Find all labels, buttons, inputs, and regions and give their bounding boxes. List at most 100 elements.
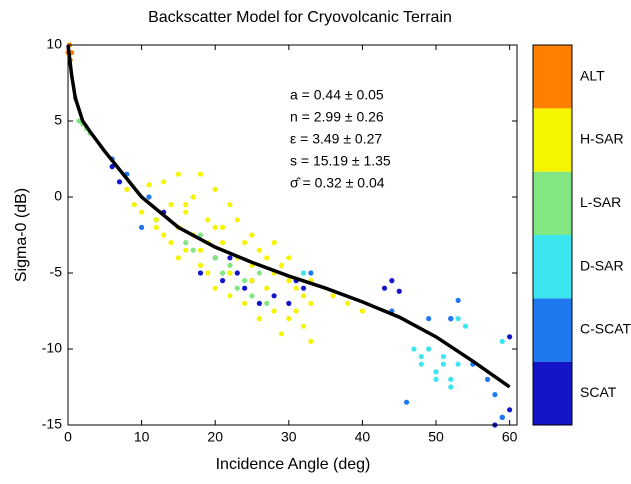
colorbar-segment: [533, 171, 572, 235]
data-point: [418, 354, 424, 360]
data-point: [381, 285, 388, 291]
data-point: [175, 171, 182, 177]
data-point: [197, 247, 204, 253]
y-tick-label: 10: [46, 36, 62, 52]
colorbar-segment: [533, 45, 572, 109]
data-point: [448, 384, 454, 390]
colorbar-segment: [533, 361, 572, 425]
data-point: [146, 194, 152, 200]
data-point: [300, 285, 307, 291]
data-point: [197, 232, 204, 238]
data-point: [153, 224, 159, 230]
data-point: [345, 300, 351, 306]
x-tick-label: 30: [281, 429, 297, 445]
data-point: [286, 300, 292, 306]
data-point: [418, 361, 424, 367]
data-point: [448, 376, 454, 382]
x-axis-label: Incidence Angle (deg): [216, 456, 371, 473]
data-point: [131, 202, 137, 208]
data-point: [499, 414, 505, 420]
data-point: [286, 316, 292, 322]
data-point: [271, 308, 277, 314]
legend-label: H-SAR: [580, 131, 624, 147]
data-point: [389, 278, 395, 284]
data-point: [300, 293, 307, 299]
data-point: [124, 186, 130, 192]
data-point: [286, 255, 292, 261]
data-point: [197, 171, 204, 177]
data-point: [426, 316, 432, 322]
legend-label: L-SAR: [580, 194, 621, 210]
legend-label: C-SCAT: [580, 321, 631, 337]
data-point: [109, 164, 115, 170]
colorbar-segment: [533, 235, 572, 299]
data-point: [492, 392, 498, 398]
data-point: [359, 308, 366, 314]
x-tick-label: 50: [428, 429, 444, 445]
data-point: [278, 331, 285, 337]
data-point: [139, 209, 145, 215]
fit-line: [66, 44, 511, 389]
y-tick-label: 5: [54, 112, 62, 128]
data-point: [190, 194, 196, 200]
annotation: n = 2.99 ± 0.26: [290, 109, 384, 125]
data-point: [139, 224, 145, 230]
data-point: [227, 202, 233, 208]
data-point: [183, 202, 189, 208]
data-point: [440, 354, 446, 360]
legend-label: ALT: [580, 67, 605, 83]
data-point: [440, 361, 446, 367]
data-point: [161, 232, 167, 238]
annotation: σ̂ = 0.32 ± 0.04: [290, 175, 385, 191]
data-point: [271, 240, 277, 246]
annotation: a = 0.44 ± 0.05: [290, 87, 384, 103]
data-point: [256, 247, 262, 253]
y-tick-label: -10: [42, 340, 62, 356]
data-point: [168, 240, 174, 246]
data-point: [116, 179, 123, 185]
colorbar-segment: [533, 108, 572, 172]
chart-title: Backscatter Model for Cryovolcanic Terra…: [148, 9, 452, 26]
data-point: [462, 323, 469, 329]
data-point: [308, 338, 314, 344]
data-point: [153, 217, 159, 223]
data-point: [300, 323, 307, 329]
data-point: [455, 297, 461, 303]
legend-label: D-SAR: [580, 257, 624, 273]
data-point: [197, 270, 204, 276]
data-point: [256, 316, 262, 322]
data-point: [293, 285, 299, 291]
data-point: [286, 278, 292, 284]
data-point: [256, 270, 262, 276]
x-tick-label: 0: [64, 429, 72, 445]
data-point: [507, 334, 513, 340]
data-point: [183, 247, 189, 253]
data-point: [205, 270, 211, 276]
data-point: [219, 224, 226, 230]
y-tick-label: 0: [54, 188, 62, 204]
y-tick-label: -15: [42, 416, 62, 432]
annotation: ε = 3.49 ± 0.27: [290, 131, 382, 147]
y-tick-label: -5: [50, 264, 63, 280]
data-point: [219, 278, 226, 284]
data-point: [507, 407, 513, 413]
data-point: [190, 247, 196, 253]
data-point: [161, 179, 167, 185]
data-point: [403, 399, 410, 405]
data-point: [183, 240, 189, 246]
data-point: [183, 209, 189, 215]
x-tick-label: 10: [134, 429, 150, 445]
data-point: [433, 369, 439, 375]
data-point: [411, 346, 417, 352]
data-point: [256, 300, 262, 306]
data-point: [308, 270, 314, 276]
data-point: [249, 232, 255, 238]
data-point: [308, 300, 314, 306]
legend-label: SCAT: [580, 384, 617, 400]
data-point: [205, 217, 211, 223]
data-point: [234, 270, 240, 276]
data-point: [219, 270, 226, 276]
data-point: [300, 270, 307, 276]
data-point: [146, 182, 152, 188]
data-point: [448, 316, 454, 322]
